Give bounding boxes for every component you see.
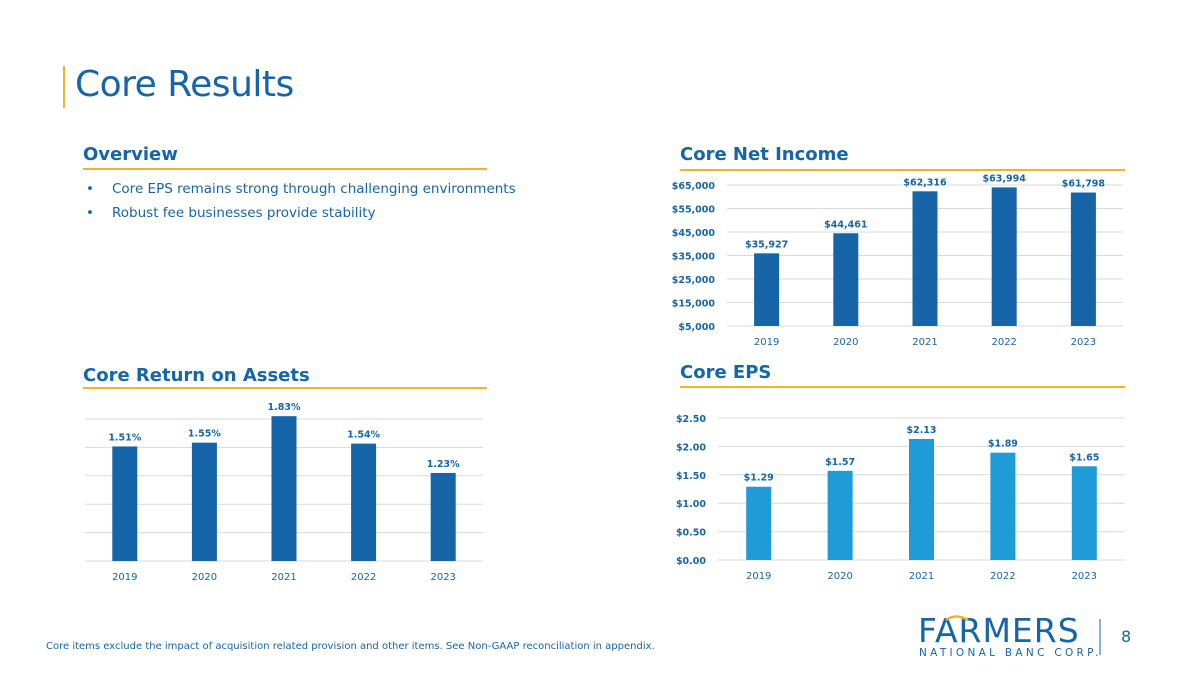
bar-2020 — [191, 442, 217, 561]
bullet-icon: • — [86, 205, 94, 221]
bar-2021 — [912, 191, 938, 326]
list-item: • Core EPS remains strong through challen… — [86, 181, 516, 197]
page-title: Core Results — [75, 64, 294, 105]
net-income-heading: Core Net Income — [680, 144, 849, 165]
data-label: 1.83% — [268, 402, 301, 413]
net-income-chart: $5,000 $15,000 $25,000 $35,000 $45,000 $55,00… — [672, 173, 1123, 348]
y-tick-label: $5,000 — [678, 322, 715, 333]
x-tick-label: 2020 — [192, 572, 217, 583]
data-label: $2.13 — [906, 425, 936, 436]
bar-2020 — [827, 470, 853, 560]
x-tick-label: 2023 — [1072, 571, 1097, 582]
bar-2020 — [833, 233, 859, 326]
roa-divider — [83, 387, 487, 389]
bullet-icon: • — [86, 181, 94, 197]
overview-bullet-list: • Core EPS remains strong through challen… — [86, 181, 516, 229]
roa-chart: 1.51% 2019 1.55% 2020 1.83% 2021 1.54% 2022 1.23… — [85, 402, 483, 583]
logo-arc-icon — [945, 615, 969, 622]
bullet-text: Robust fee businesses provide stability — [112, 205, 376, 221]
net-income-divider — [680, 169, 1125, 171]
bar-2019 — [112, 446, 138, 561]
bullet-text: Core EPS remains strong through challeng… — [112, 181, 516, 197]
y-tick-label: $2.50 — [676, 414, 706, 425]
y-tick-label: $35,000 — [672, 252, 716, 263]
y-tick-label: $0.50 — [676, 528, 706, 539]
y-tick-label: $1.00 — [676, 499, 706, 510]
eps-heading: Core EPS — [680, 362, 772, 383]
data-label: 1.51% — [108, 432, 141, 443]
y-tick-label: $65,000 — [672, 181, 716, 192]
data-label: 1.55% — [188, 429, 221, 440]
y-tick-label: $55,000 — [672, 205, 716, 216]
x-tick-label: 2023 — [1071, 337, 1096, 348]
bar-2023 — [1071, 466, 1097, 560]
bar-2019 — [754, 253, 780, 326]
x-tick-label: 2021 — [909, 571, 934, 582]
x-tick-label: 2020 — [827, 571, 852, 582]
data-label: $63,994 — [983, 173, 1027, 184]
data-label: 1.54% — [347, 430, 380, 441]
logo-wordmark: FARMERS — [918, 611, 1080, 650]
farmers-logo: FARMERS NATIONAL BANC CORP. — [918, 611, 1102, 659]
bar-2023 — [1070, 192, 1096, 326]
y-tick-label: $25,000 — [672, 275, 716, 286]
x-tick-label: 2022 — [351, 572, 376, 583]
bar-2021 — [271, 416, 297, 561]
x-tick-label: 2019 — [746, 571, 771, 582]
x-tick-label: 2021 — [271, 572, 296, 583]
data-label: $1.29 — [744, 473, 774, 484]
eps-divider — [680, 386, 1125, 388]
footnote: Core items exclude the impact of acquisi… — [46, 641, 655, 652]
y-tick-label: $45,000 — [672, 228, 716, 239]
title-accent-bar — [63, 66, 65, 108]
overview-heading: Overview — [83, 144, 178, 165]
bar-2022 — [351, 443, 377, 561]
x-tick-label: 2021 — [912, 337, 937, 348]
y-tick-label: $1.50 — [676, 471, 706, 482]
bar-2023 — [430, 472, 456, 561]
x-tick-label: 2023 — [430, 572, 455, 583]
data-label: $62,316 — [903, 177, 947, 188]
x-tick-label: 2022 — [991, 337, 1016, 348]
y-tick-label: $15,000 — [672, 299, 716, 310]
x-tick-label: 2022 — [990, 571, 1015, 582]
x-tick-label: 2020 — [833, 337, 858, 348]
data-label: $44,461 — [824, 219, 867, 230]
y-tick-label: $0.00 — [676, 556, 706, 567]
page-number: 8 — [1121, 627, 1132, 646]
data-label: $35,927 — [745, 239, 788, 250]
data-label: $1.65 — [1069, 452, 1099, 463]
bar-2021 — [909, 439, 934, 560]
data-label: $61,798 — [1062, 179, 1106, 190]
bar-2022 — [991, 187, 1017, 326]
data-label: 1.23% — [427, 459, 460, 470]
bar-2019 — [746, 486, 772, 560]
data-label: $1.57 — [825, 457, 855, 468]
overview-divider — [83, 168, 487, 170]
x-tick-label: 2019 — [754, 337, 779, 348]
bar-2022 — [990, 452, 1016, 560]
eps-chart: $0.00 $0.50 $1.00 $1.50 $2.00 $2.50 $1.29 2019 $… — [676, 414, 1125, 582]
x-tick-label: 2019 — [112, 572, 137, 583]
data-label: $1.89 — [988, 439, 1018, 450]
logo-subtitle: NATIONAL BANC CORP. — [919, 647, 1102, 659]
list-item: • Robust fee businesses provide stability — [86, 205, 516, 221]
roa-heading: Core Return on Assets — [83, 365, 310, 386]
y-tick-label: $2.00 — [676, 442, 706, 453]
